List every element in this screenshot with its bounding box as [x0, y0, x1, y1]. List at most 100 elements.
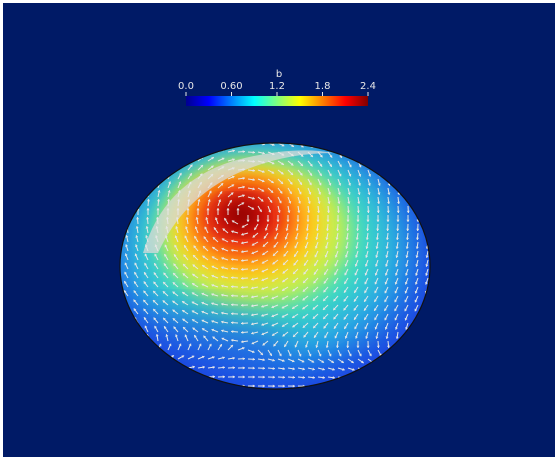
- vector-glyph-head: [415, 246, 419, 249]
- vector-glyph-head: [260, 352, 263, 356]
- vector-glyph-head: [207, 199, 211, 202]
- vector-glyph-head: [335, 237, 339, 240]
- vector-glyph-head: [162, 309, 166, 312]
- vector-glyph-head: [271, 314, 275, 318]
- vector-glyph-head: [420, 360, 424, 364]
- vector-glyph-head: [344, 290, 347, 293]
- vector-glyph-head: [139, 137, 142, 140]
- vector-glyph: [417, 143, 422, 150]
- vector-glyph-head: [312, 367, 315, 371]
- vector-glyph-head: [355, 255, 359, 258]
- vector-glyph-head: [272, 358, 275, 362]
- vector-glyph-head: [184, 235, 188, 239]
- vector-glyph-head: [292, 297, 295, 300]
- vector-glyph-head: [397, 183, 401, 186]
- vector-glyph-head: [385, 246, 389, 249]
- vector-glyph-head: [138, 163, 142, 167]
- vector-glyph-head: [376, 345, 380, 348]
- colorbar-title: b: [275, 69, 283, 80]
- vector-glyph: [147, 154, 152, 162]
- vector-glyph-head: [187, 199, 191, 202]
- vector-glyph-head: [355, 336, 358, 339]
- vector-glyph: [120, 375, 125, 378]
- vector-glyph-head: [183, 254, 187, 258]
- vector-glyph-head: [418, 146, 422, 150]
- vector-glyph: [157, 154, 163, 162]
- vector-glyph-head: [404, 299, 408, 303]
- vector-glyph-head: [333, 326, 337, 329]
- vector-glyph-head: [268, 209, 272, 213]
- vector-glyph-head: [324, 335, 327, 339]
- vector-glyph-head: [262, 170, 265, 173]
- vector-glyph-head: [303, 280, 306, 284]
- vector-glyph-head: [323, 325, 327, 329]
- vector-glyph: [120, 343, 122, 351]
- vector-glyph-head: [241, 330, 244, 334]
- vector-glyph-head: [398, 146, 402, 150]
- vector-glyph-head: [175, 226, 179, 229]
- vector-glyph-head: [153, 272, 157, 276]
- vector-glyph-head: [199, 181, 202, 185]
- vector-glyph-head: [314, 254, 318, 258]
- vector-glyph-head: [336, 210, 340, 213]
- vector-glyph-head: [406, 228, 410, 231]
- vector-glyph-head: [364, 263, 368, 267]
- vector-glyph-head: [364, 290, 367, 294]
- vector-glyph-head: [154, 244, 158, 248]
- vector-glyph-head: [231, 248, 234, 252]
- vector-glyph-head: [326, 210, 331, 213]
- vector-glyph-head: [143, 290, 147, 294]
- vector-glyph-head: [327, 192, 331, 195]
- vector-glyph-head: [198, 343, 202, 347]
- vector-glyph-head: [134, 262, 138, 266]
- vector-glyph-head: [174, 254, 177, 257]
- vector-glyph: [417, 178, 420, 186]
- vector-glyph-head: [261, 323, 264, 326]
- vector-glyph-head: [146, 199, 150, 202]
- vector-glyph-head: [384, 308, 387, 312]
- vector-glyph-head: [281, 162, 284, 165]
- vector-glyph: [425, 322, 429, 330]
- vector-glyph-head: [405, 237, 410, 240]
- vector-glyph-head: [298, 191, 302, 195]
- vector-glyph-head: [164, 244, 168, 248]
- vector-glyph-head: [177, 190, 181, 193]
- vector-glyph: [417, 187, 420, 195]
- vector-glyph-head: [158, 343, 162, 347]
- vector-glyph: [147, 354, 155, 360]
- vector-glyph: [127, 365, 135, 369]
- vector-glyph-head: [326, 219, 330, 222]
- render-viewport[interactable]: b 0.0 0.60 1.2 1.8 2.4: [3, 3, 555, 457]
- vector-glyph-head: [315, 345, 319, 348]
- vector-glyph-head: [232, 366, 235, 370]
- vector-glyph-head: [325, 237, 329, 240]
- vector-glyph-head: [164, 235, 168, 239]
- vector-glyph-head: [212, 237, 216, 240]
- vector-glyph-head: [172, 384, 175, 388]
- vector-glyph-head: [395, 237, 399, 240]
- vector-glyph-head: [222, 356, 225, 360]
- vector-glyph-head: [153, 317, 157, 321]
- vector-glyph-head: [193, 255, 196, 258]
- vector-glyph-head: [305, 237, 309, 240]
- vector-glyph-head: [425, 255, 429, 258]
- vector-glyph-head: [184, 245, 187, 248]
- vector-glyph: [407, 178, 410, 186]
- vector-glyph-head: [354, 281, 358, 285]
- vector-glyph-head: [282, 279, 285, 283]
- vector-glyph-head: [146, 208, 150, 211]
- vector-glyph-head: [122, 364, 125, 368]
- vector-glyph-head: [242, 366, 245, 370]
- vector-glyph-head: [368, 353, 372, 357]
- vector-glyph-head: [145, 235, 149, 238]
- vector-glyph-head: [114, 290, 117, 293]
- vector-glyph-head: [355, 246, 359, 249]
- vector-glyph-head: [120, 154, 122, 158]
- vector-glyph-head: [172, 374, 175, 378]
- vector-glyph-head: [231, 220, 235, 224]
- vector-glyph-head: [144, 272, 147, 275]
- vector-glyph-head: [359, 146, 362, 149]
- vector-glyph-head: [139, 145, 142, 149]
- vector-glyph-head: [338, 353, 342, 357]
- vector-glyph-head: [202, 265, 205, 268]
